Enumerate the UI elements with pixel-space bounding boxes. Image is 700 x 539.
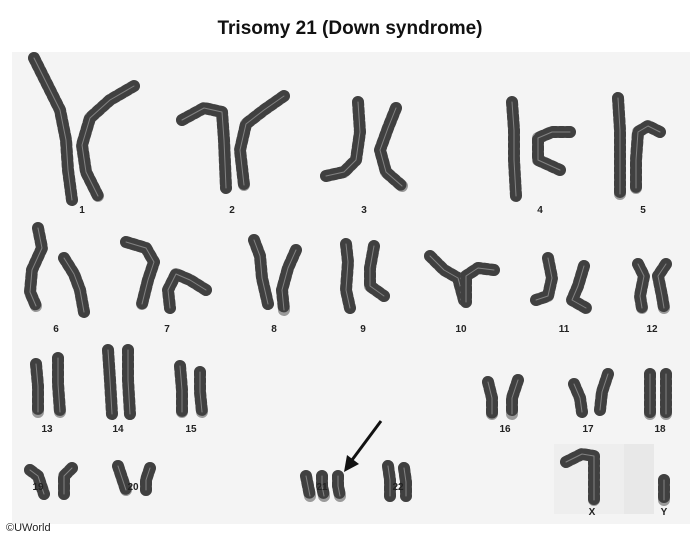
chromosome-21-copy-2 [316,470,330,502]
chromosome-pair-11: 11 [530,252,592,335]
chromosome-20-copy-1 [112,460,132,496]
chromosome-pair-21: 21 [300,470,346,502]
chromosome-15-copy-1 [174,360,188,418]
chromosome-label-13: 13 [41,424,53,435]
chromosome-8-copy-2 [276,244,302,316]
chromosome-21-copy-1 [300,470,316,502]
chromosome-13-copy-2 [52,352,66,418]
chromosome-2-copy-1 [176,102,232,194]
figure-title: Trisomy 21 (Down syndrome) [217,18,483,39]
chromosome-16-copy-1 [482,376,498,420]
chromosome-label-7: 7 [164,324,170,335]
chromosome-9-copy-1 [340,238,356,314]
y-chromosome-panel [624,444,654,514]
chromosome-label-19: 19 [32,482,44,493]
chromosome-pair-6: 6 [24,222,90,335]
chromosome-pair-2: 2 [176,90,290,216]
chromosome-11-copy-1 [530,252,558,306]
chromosome-label-y: Y [661,507,668,518]
chromosome-5-copy-2 [630,120,666,194]
chromosome-label-20: 20 [127,482,139,493]
chromosome-11-copy-2 [566,260,592,314]
chromosome-4-copy-2 [532,126,576,176]
chromosome-pair-18: 18 [644,368,672,435]
chromosome-8-copy-1 [248,234,274,310]
chromosome-17-copy-2 [594,368,614,416]
chromosome-pair-x: X [560,448,600,518]
chromosome-pair-9: 9 [340,238,390,335]
chromosome-label-4: 4 [537,205,543,216]
chromosome-21-copy-3 [332,470,346,502]
chromosome-20-copy-2 [140,462,156,496]
chromosome-pair-8: 8 [248,234,302,335]
chromosome-pair-14: 14 [102,344,136,435]
chromosome-label-11: 11 [559,324,570,335]
chromosome-label-8: 8 [271,324,277,335]
chromosome-pair-22: 22 [382,460,412,502]
chromosome-pair-1: 1 [28,52,140,216]
chromosome-label-18: 18 [654,424,666,435]
chromosome-label-5: 5 [640,205,646,216]
chromosome-pair-5: 5 [612,92,666,216]
chromosome-pair-10: 10 [424,250,500,335]
chromosome-pair-13: 13 [30,352,66,435]
chromosome-label-10: 10 [455,324,467,335]
chromosome-label-2: 2 [229,205,235,216]
trisomy-arrow-icon [344,420,383,472]
chromosome-pair-17: 17 [568,368,614,435]
chromosome-3-copy-2 [374,102,408,192]
chromosome-pair-y: Y [658,474,670,518]
chromosome-12-copy-1 [632,258,650,314]
chromosome-label-14: 14 [112,424,124,435]
chromosome-16-copy-2 [506,374,524,420]
chromosome-label-6: 6 [53,324,59,335]
chromosome-4-copy-1 [506,96,522,202]
chromosome-1-copy-2 [76,80,140,202]
chromosome-pair-20: 20 [112,460,156,496]
chromosome-label-22: 22 [392,482,404,493]
chromosome-22-copy-2 [398,462,412,502]
chromosome-6-copy-1 [24,222,48,312]
chromosome-10-copy-1 [424,250,470,306]
chromosome-label-9: 9 [360,324,366,335]
chromosome-3-copy-1 [320,96,366,182]
chromosome-label-3: 3 [361,205,367,216]
chromosome-6-copy-2 [58,252,90,318]
chromosome-label-1: 1 [79,205,85,216]
chromosome-17-copy-1 [568,378,588,418]
chromosome-pair-12: 12 [632,258,672,335]
chromosome-pair-7: 7 [120,236,212,335]
chromosome-9-copy-2 [364,240,390,302]
chromosome-pair-4: 4 [506,96,576,216]
chromosome-7-copy-1 [120,236,160,310]
chromosome-14-copy-2 [122,344,136,420]
chromosome-pair-15: 15 [174,360,208,435]
chromosome-x-copy-1 [560,448,600,506]
chromosome-14-copy-1 [102,344,118,420]
chromosome-22-copy-1 [382,460,396,502]
chromosome-19-copy-1 [24,464,50,500]
chromosome-pair-3: 3 [320,96,408,216]
chromosome-pair-19: 19 [24,462,78,500]
chromosome-pair-16: 16 [482,374,524,435]
chromosome-13-copy-1 [30,358,44,418]
chromosome-label-12: 12 [646,324,658,335]
chromosome-label-21: 21 [316,482,328,493]
chromosome-label-16: 16 [499,424,511,435]
chromosome-5-copy-1 [612,92,626,200]
chromosome-15-copy-2 [194,366,208,418]
chromosome-19-copy-2 [58,462,78,500]
chromosome-10-copy-2 [460,262,500,308]
chromosome-1-copy-1 [28,52,78,206]
chromosome-label-17: 17 [582,424,594,435]
copyright-notice: ©UWorld [6,522,51,534]
chromosome-label-x: X [589,507,596,518]
chromosome-12-copy-2 [652,258,672,314]
chromosome-7-copy-2 [162,268,212,314]
chromosome-2-copy-2 [234,90,290,191]
chromosome-label-15: 15 [185,424,197,435]
